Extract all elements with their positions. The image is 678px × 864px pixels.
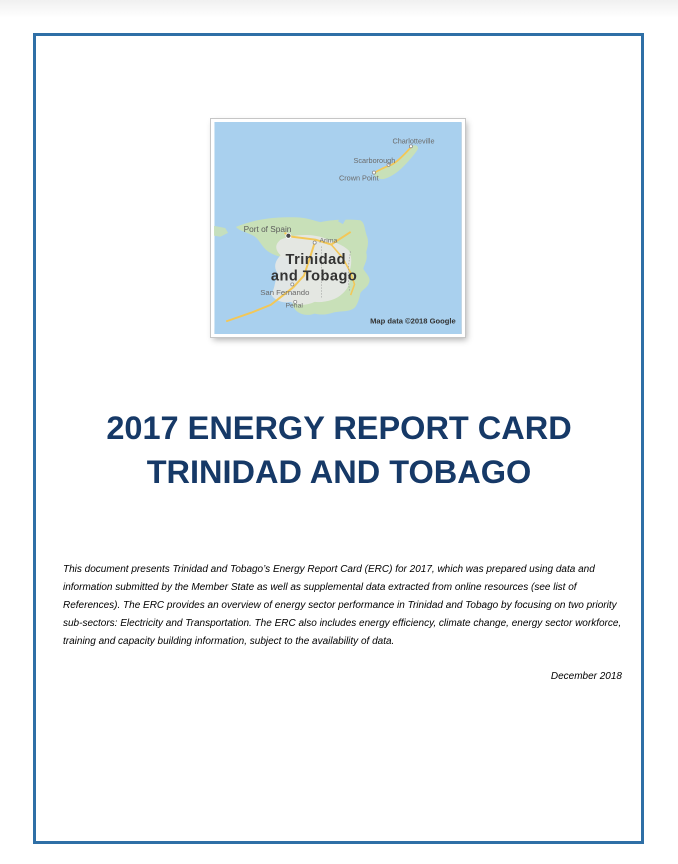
svg-text:Crown Point: Crown Point (339, 173, 379, 182)
svg-text:Map data ©2018 Google: Map data ©2018 Google (370, 316, 456, 325)
svg-text:Arima: Arima (320, 238, 338, 245)
svg-text:San Fernando: San Fernando (260, 288, 309, 297)
svg-text:Charlotteville: Charlotteville (392, 136, 434, 145)
svg-text:Trinidad: Trinidad (285, 252, 346, 268)
svg-text:and Tobago: and Tobago (271, 269, 357, 285)
svg-text:Scarborough: Scarborough (354, 156, 396, 165)
svg-text:Port of Spain: Port of Spain (244, 225, 292, 234)
svg-text:Penal: Penal (285, 303, 303, 310)
